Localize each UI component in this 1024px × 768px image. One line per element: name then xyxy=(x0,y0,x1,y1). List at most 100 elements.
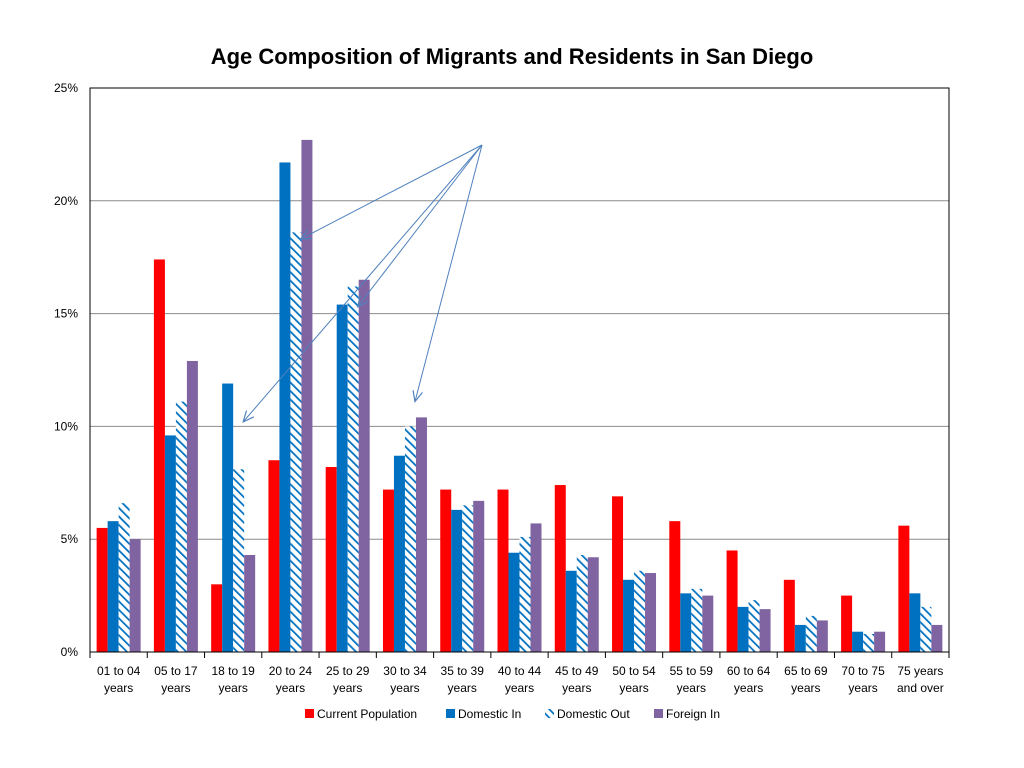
x-tick-label: 70 to 75 xyxy=(841,664,885,678)
bar-current-population xyxy=(440,489,452,652)
bar-current-population xyxy=(669,521,681,652)
x-tick-label: years xyxy=(791,681,820,695)
x-tick-label: years xyxy=(104,681,133,695)
bar-domestic-out xyxy=(634,570,646,652)
legend-label: Domestic In xyxy=(458,707,521,721)
y-tick-label: 5% xyxy=(61,532,79,546)
bar-current-population xyxy=(726,550,738,652)
y-tick-label: 15% xyxy=(54,307,78,321)
bar-domestic-in xyxy=(508,552,520,652)
x-tick-label: years xyxy=(848,681,877,695)
x-tick-label: 30 to 34 xyxy=(383,664,427,678)
x-tick-label: 18 to 19 xyxy=(211,664,255,678)
bar-foreign-in xyxy=(587,557,599,652)
annotation-arrow xyxy=(300,144,483,239)
bar-foreign-in xyxy=(759,609,771,652)
bar-domestic-in xyxy=(909,593,921,652)
x-tick-label: 65 to 69 xyxy=(784,664,828,678)
bar-foreign-in xyxy=(186,360,198,652)
x-tick-label: years xyxy=(562,681,591,695)
bar-current-population xyxy=(382,489,394,652)
legend-label: Domestic Out xyxy=(557,707,630,721)
x-tick-label: 35 to 39 xyxy=(441,664,485,678)
bar-foreign-in xyxy=(931,624,943,652)
x-tick-label: years xyxy=(677,681,706,695)
bar-current-population xyxy=(898,525,910,652)
legend-swatch xyxy=(446,709,455,718)
gridlines xyxy=(90,87,949,540)
annotation-arrow xyxy=(415,144,483,402)
y-tick-label: 0% xyxy=(61,645,79,659)
x-tick-label: years xyxy=(218,681,247,695)
bar-current-population xyxy=(268,460,280,652)
bar-foreign-in xyxy=(816,620,828,652)
bar-domestic-in xyxy=(623,579,635,652)
bar-domestic-in xyxy=(680,593,692,652)
x-tick-label: years xyxy=(276,681,305,695)
bar-current-population xyxy=(783,579,795,652)
bar-current-population xyxy=(612,496,624,652)
bar-domestic-in xyxy=(393,455,405,652)
bar-domestic-out xyxy=(233,469,245,652)
bar-foreign-in xyxy=(473,500,485,652)
bar-domestic-out xyxy=(691,588,703,652)
x-tick-label: 01 to 04 xyxy=(97,664,141,678)
x-tick-label: 55 to 59 xyxy=(670,664,714,678)
bar-domestic-out xyxy=(290,232,302,652)
bar-foreign-in xyxy=(530,523,542,652)
bar-current-population xyxy=(96,527,108,652)
y-tick-label: 20% xyxy=(54,194,78,208)
legend-swatch xyxy=(305,709,314,718)
bar-domestic-in xyxy=(279,162,291,652)
bar-current-population xyxy=(841,595,853,652)
legend-swatch xyxy=(545,709,554,718)
annotation-arrow xyxy=(358,144,483,307)
bar-domestic-out xyxy=(748,600,760,652)
bar-domestic-out xyxy=(347,286,359,652)
bar-foreign-in xyxy=(702,595,714,652)
bar-domestic-out xyxy=(404,426,416,652)
bar-current-population xyxy=(497,489,509,652)
bar-domestic-out xyxy=(805,615,817,652)
bar-domestic-in xyxy=(222,383,234,652)
x-tick-label: 60 to 64 xyxy=(727,664,771,678)
bars xyxy=(96,139,943,652)
bar-domestic-in xyxy=(451,509,463,652)
bar-foreign-in xyxy=(301,139,313,652)
x-tick-label: years xyxy=(161,681,190,695)
x-tick-label: years xyxy=(619,681,648,695)
bar-current-population xyxy=(325,467,337,652)
x-tick-label: 45 to 49 xyxy=(555,664,599,678)
bar-foreign-in xyxy=(415,417,427,652)
bar-domestic-out xyxy=(175,401,187,652)
legend-label: Current Population xyxy=(317,707,417,721)
bar-foreign-in xyxy=(358,279,370,652)
axes: 0% 5% 10% 15% 20% 25% 01 to 04 years 05 to 17 yea… xyxy=(54,81,950,695)
legend-swatch xyxy=(654,709,663,718)
annotation-arrows xyxy=(243,144,483,422)
bar-domestic-out xyxy=(920,606,932,652)
bar-domestic-out xyxy=(576,554,588,652)
x-tick-label: 05 to 17 xyxy=(154,664,198,678)
bar-domestic-out xyxy=(519,536,531,652)
bar-domestic-out xyxy=(462,505,474,652)
annotation-arrow xyxy=(243,144,483,422)
bar-domestic-out xyxy=(863,633,875,652)
y-tick-label: 10% xyxy=(54,419,78,433)
x-tick-label: 50 to 54 xyxy=(612,664,656,678)
bar-domestic-in xyxy=(107,521,119,652)
bar-domestic-in xyxy=(852,631,864,652)
x-tick-label: 40 to 44 xyxy=(498,664,542,678)
plot-border xyxy=(89,87,950,653)
bar-foreign-in xyxy=(129,539,141,652)
x-tick-label: years xyxy=(505,681,534,695)
x-tick-label: years xyxy=(448,681,477,695)
y-tick-label: 25% xyxy=(54,81,78,95)
bar-foreign-in xyxy=(874,631,886,652)
bar-domestic-in xyxy=(737,606,749,652)
bar-domestic-out xyxy=(118,503,130,652)
x-tick-label: 20 to 24 xyxy=(269,664,313,678)
bar-domestic-in xyxy=(565,570,577,652)
bar-foreign-in xyxy=(244,554,256,652)
